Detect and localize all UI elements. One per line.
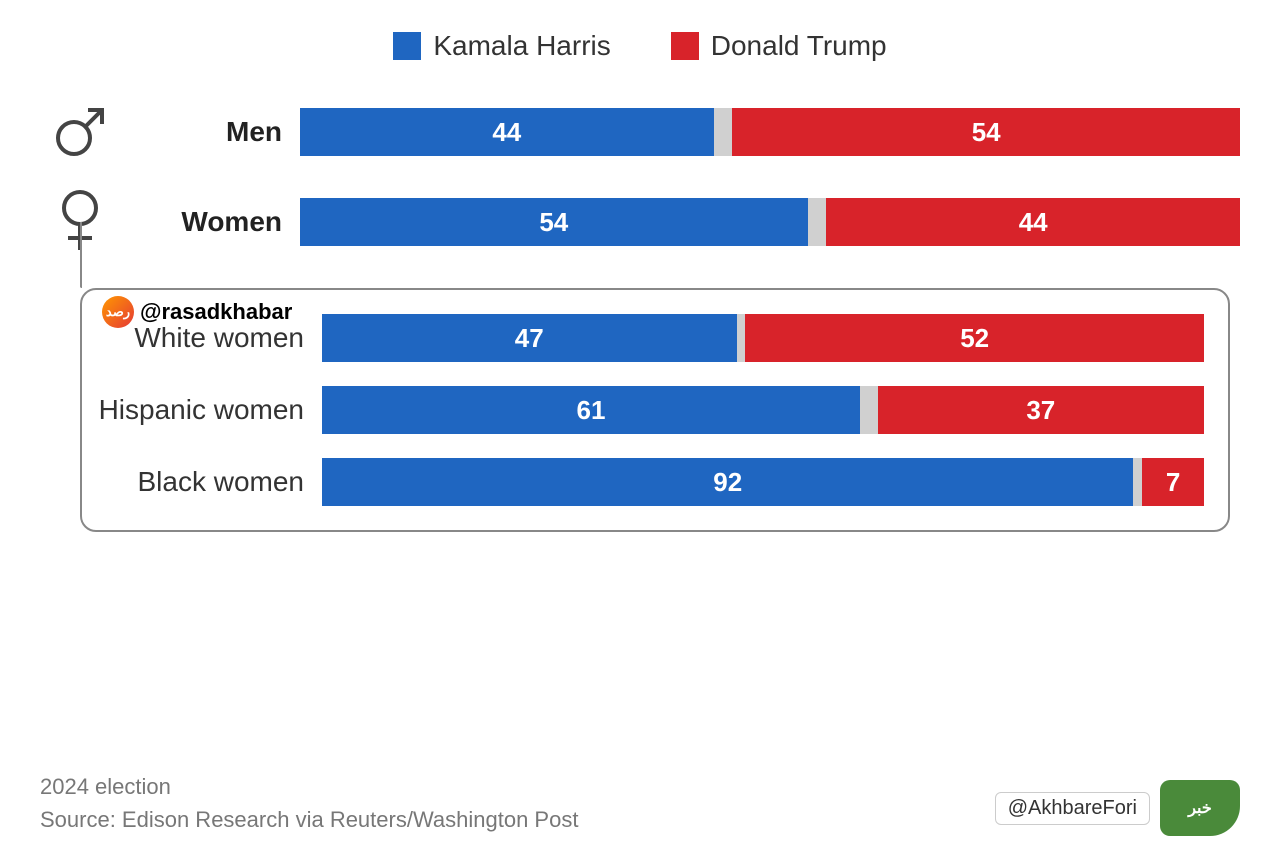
legend-item-trump: Donald Trump: [671, 30, 887, 62]
bar-segment-gap: [714, 108, 733, 156]
row-women: Women54 44: [40, 186, 1240, 258]
legend-label-harris: Kamala Harris: [433, 30, 610, 62]
breakdown-row: Hispanic women61 37: [92, 386, 1204, 434]
main-rows: Men4454Women5444: [40, 102, 1240, 258]
watermark-bottom: @AkhbareFori خبر: [995, 780, 1240, 836]
watermark-top-badge-icon: رصد: [102, 296, 134, 328]
connector-line: [80, 222, 82, 288]
bar-segment-trump: 37: [878, 386, 1204, 434]
row-label: Women: [120, 206, 300, 238]
bar-track: 61 37: [322, 386, 1204, 434]
bar-segment-harris: 47: [322, 314, 737, 362]
legend-item-harris: Kamala Harris: [393, 30, 610, 62]
bar-segment-harris: 44: [300, 108, 714, 156]
bar-segment-trump: 52: [745, 314, 1204, 362]
legend-label-trump: Donald Trump: [711, 30, 887, 62]
bar-segment-gap: [860, 386, 878, 434]
bar-segment-gap: [1133, 458, 1142, 506]
bar-segment-trump: 7: [1142, 458, 1204, 506]
breakdown-box: رصد @rasadkhabar White women4752Hispanic…: [80, 288, 1230, 532]
breakdown-row: Black women927: [92, 458, 1204, 506]
legend: Kamala Harris Donald Trump: [40, 30, 1240, 62]
chart-footer: 2024 election Source: Edison Research vi…: [40, 770, 578, 836]
watermark-bottom-logo-icon: خبر: [1160, 780, 1240, 836]
bar-track: 927: [322, 458, 1204, 506]
bar-track: 4752: [322, 314, 1204, 362]
watermark-bottom-text: @AkhbareFori: [995, 792, 1150, 825]
watermark-top-text: @rasadkhabar: [140, 299, 292, 325]
row-label: Men: [120, 116, 300, 148]
breakdown-row-label: Black women: [92, 466, 322, 498]
bar-segment-harris: 61: [322, 386, 860, 434]
bar-segment-trump: 44: [826, 198, 1240, 246]
male-icon: [40, 102, 120, 162]
footer-line2: Source: Edison Research via Reuters/Wash…: [40, 803, 578, 836]
footer-line1: 2024 election: [40, 770, 578, 803]
bar-segment-trump: 54: [732, 108, 1240, 156]
bar-segment-harris: 92: [322, 458, 1133, 506]
row-men: Men44 54: [40, 102, 1240, 162]
legend-swatch-trump: [671, 32, 699, 60]
breakdown-row-label: Hispanic women: [92, 394, 322, 426]
bar-track: 54 44: [300, 198, 1240, 246]
bar-segment-gap: [808, 198, 827, 246]
bar-track: 44 54: [300, 108, 1240, 156]
bar-segment-gap: [737, 314, 746, 362]
legend-swatch-harris: [393, 32, 421, 60]
watermark-top: رصد @rasadkhabar: [102, 296, 292, 328]
bar-segment-harris: 54: [300, 198, 808, 246]
